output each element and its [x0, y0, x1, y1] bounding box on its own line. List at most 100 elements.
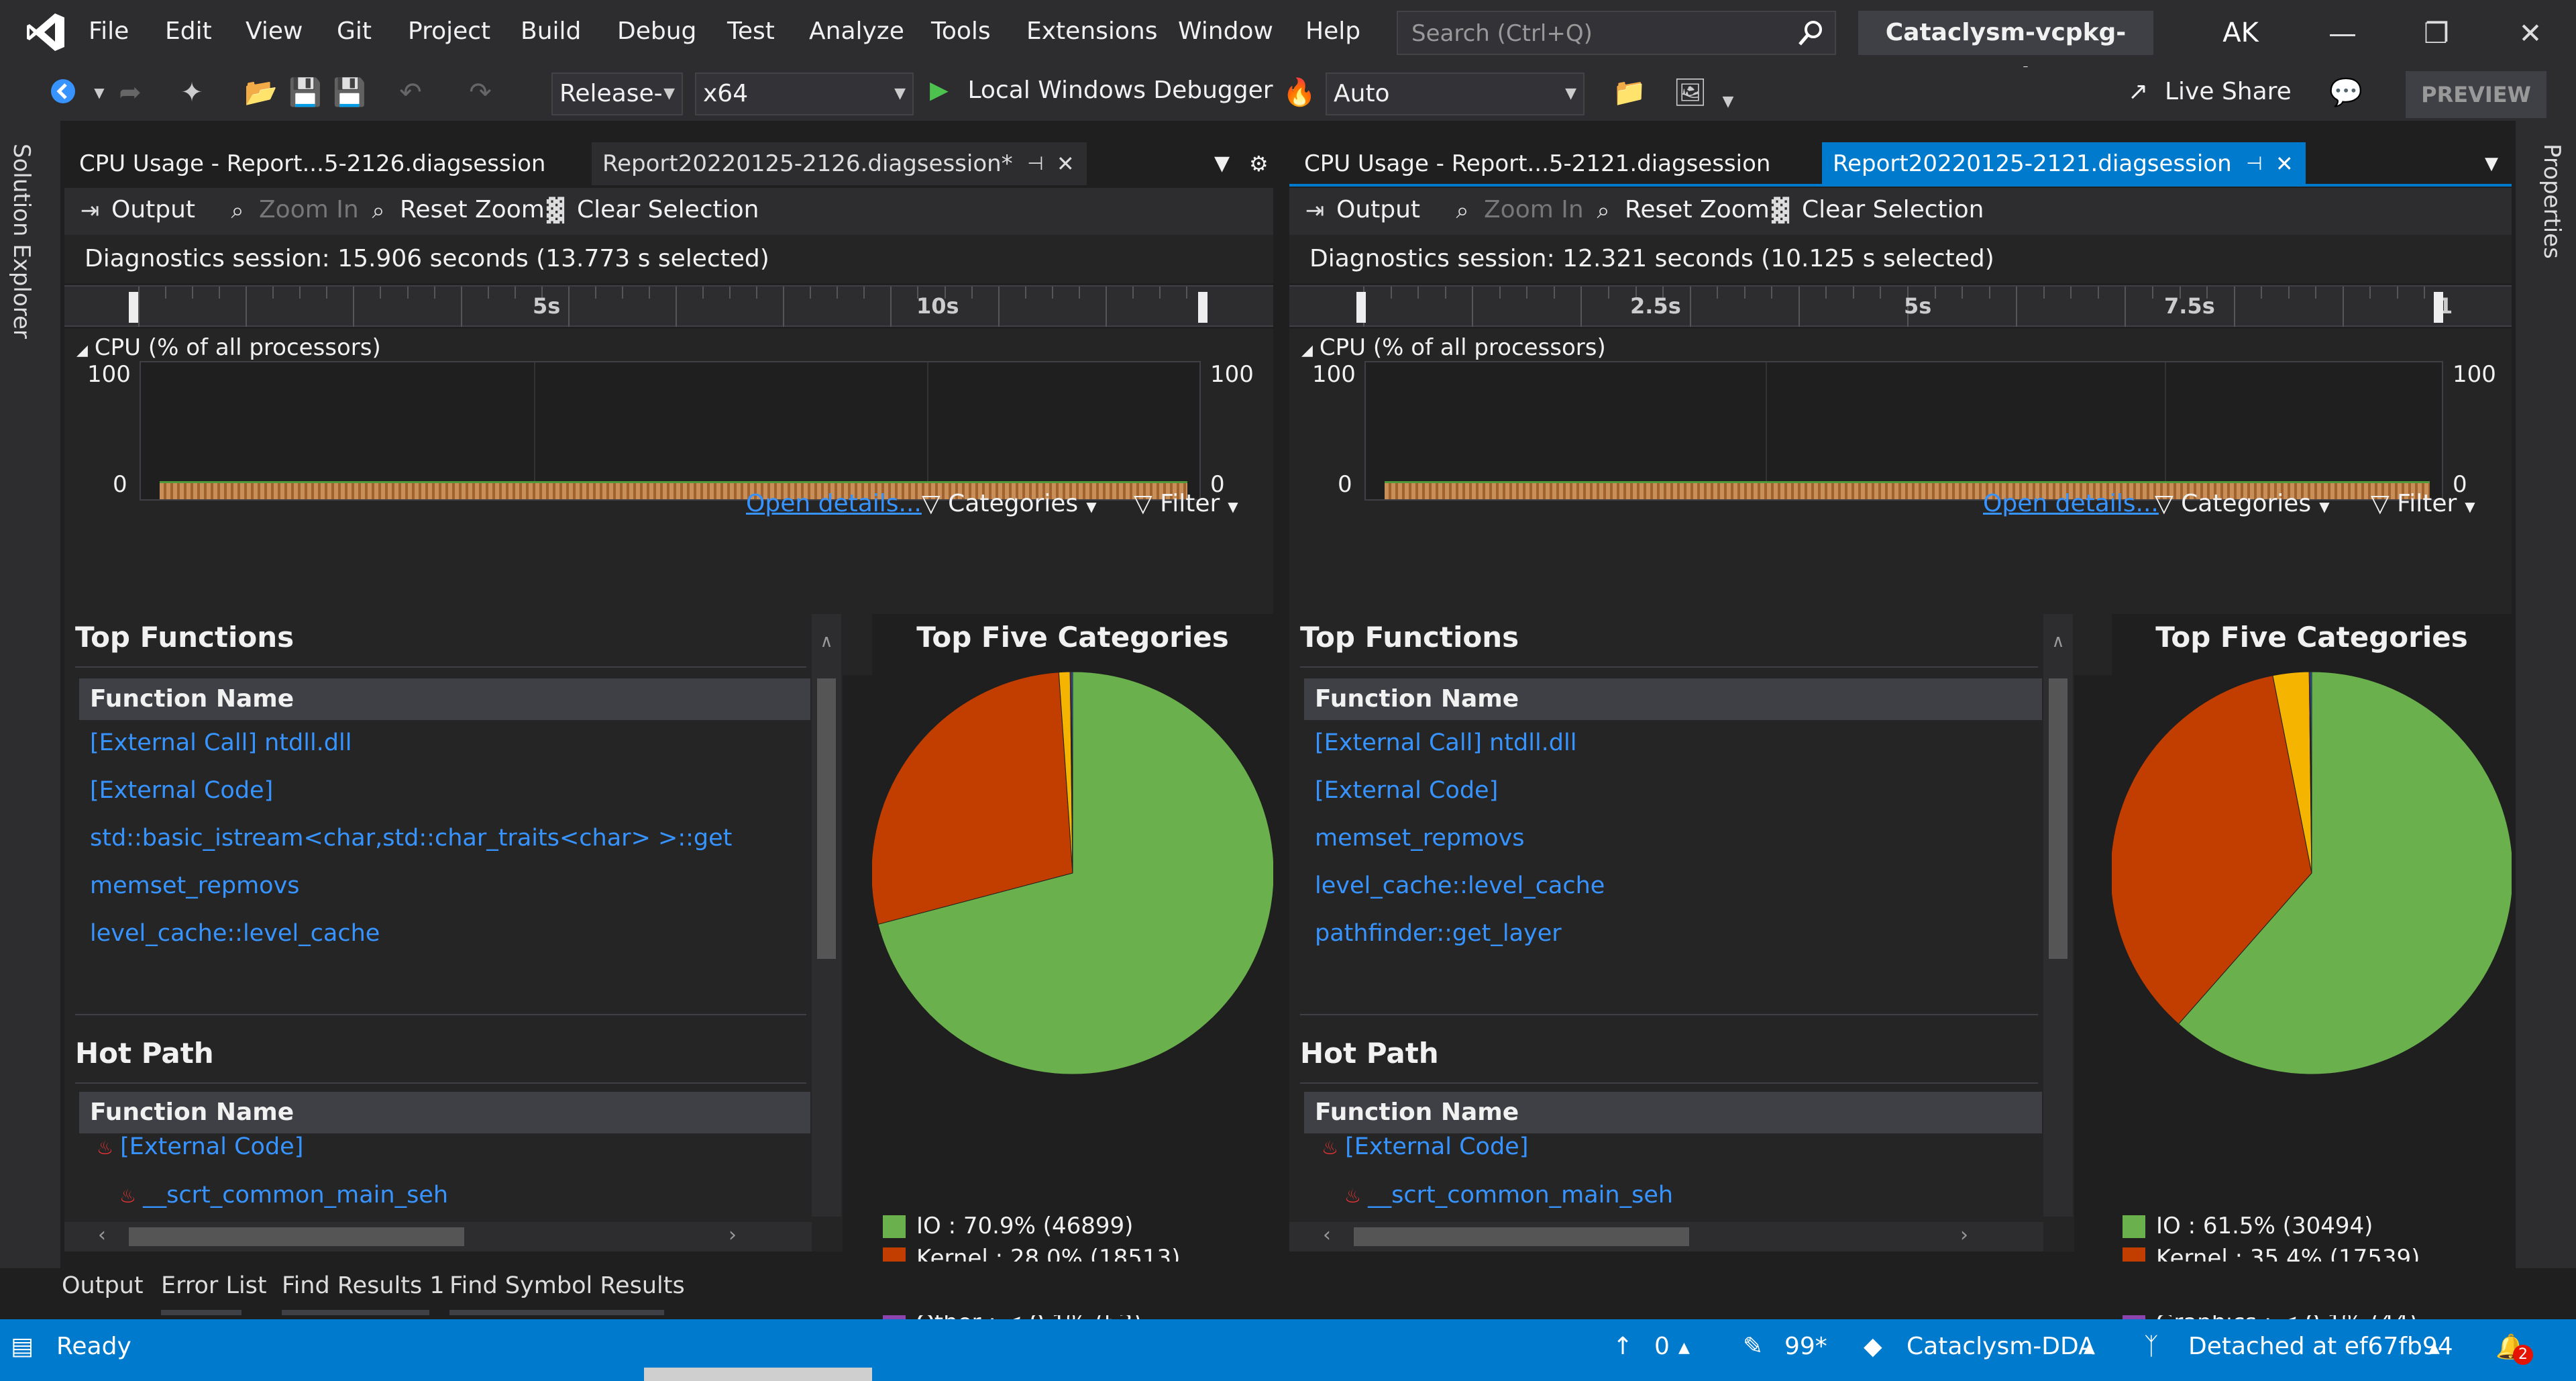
top-function-link[interactable]: pathfinder::get_layer — [1315, 920, 1562, 947]
live-share-button[interactable]: ↗ Live Share — [2128, 78, 2292, 105]
scroll-left-icon[interactable]: ‹ — [98, 1223, 106, 1247]
pie-slice-1[interactable] — [872, 672, 1073, 925]
scroll-thumb[interactable] — [817, 678, 836, 959]
categories-pie-chart[interactable] — [2112, 665, 2512, 1081]
vs-logo-icon[interactable] — [24, 11, 67, 54]
horizontal-scrollbar[interactable]: ‹ › — [1289, 1222, 2043, 1251]
gear-icon[interactable]: ⚙ — [1249, 151, 1269, 176]
pin-icon[interactable]: ⊣ — [2246, 152, 2263, 174]
selection-handle[interactable] — [1198, 292, 1208, 323]
open-folder-icon[interactable]: 📂 — [244, 77, 278, 108]
menu-test[interactable]: Test — [727, 17, 775, 45]
pencil-icon[interactable]: ✎ — [1743, 1333, 1764, 1360]
start-debugging-button[interactable]: ▶ Local Windows Debugger ▼ — [930, 76, 1303, 111]
restore-icon[interactable]: ❐ — [2424, 17, 2449, 50]
new-project-icon[interactable]: ✦ — [180, 77, 203, 108]
top-function-link[interactable]: level_cache::level_cache — [90, 920, 380, 947]
pie-slice-4[interactable] — [1071, 671, 1073, 874]
pie-slice-4[interactable] — [2310, 671, 2312, 874]
pin-icon[interactable]: ⊣ — [1027, 152, 1044, 174]
pending-changes[interactable]: 99* — [1784, 1333, 1827, 1360]
repo-icon[interactable]: ◆ — [1864, 1333, 1882, 1360]
tab-overflow-icon[interactable]: ▼ — [2485, 154, 2498, 174]
tab-overflow-icon[interactable]: ▼ — [1214, 152, 1230, 175]
tab-diagsession[interactable]: Report20220125-2121.diagsession ⊣ ✕ — [1822, 142, 2306, 185]
menu-project[interactable]: Project — [408, 17, 491, 45]
cpu-section-header[interactable]: ◢ CPU (% of all processors) — [1301, 334, 1606, 361]
reset-zoom-button[interactable]: ⌕ Reset Zoom — [1589, 196, 1769, 225]
chevron-down-icon[interactable]: ▼ — [1292, 85, 1303, 101]
tab-error-list[interactable]: Error List — [161, 1272, 267, 1299]
hot-path-column-header[interactable]: Function Name — [1304, 1092, 2042, 1133]
hot-path-row[interactable]: ♨ __scrt_common_main_seh — [119, 1182, 448, 1209]
scroll-thumb[interactable] — [1354, 1227, 1689, 1246]
search-box[interactable]: Search (Ctrl+Q) — [1397, 11, 1836, 55]
branch-name[interactable]: Detached at ef67fb94 — [2188, 1333, 2453, 1360]
selection-handle[interactable] — [1356, 292, 1366, 323]
top-function-link[interactable]: [External Call] ntdll.dll — [90, 729, 352, 756]
pie-slice-0[interactable] — [2178, 671, 2512, 1075]
reset-zoom-button[interactable]: ⌕ Reset Zoom — [364, 196, 544, 225]
menu-analyze[interactable]: Analyze — [809, 17, 904, 45]
scroll-right-icon[interactable]: › — [729, 1223, 737, 1247]
selection-handle[interactable] — [2434, 292, 2443, 323]
back-icon[interactable] — [47, 76, 79, 109]
filter-button[interactable]: ▽ Filter ▼ — [2371, 490, 2475, 517]
feedback-icon[interactable]: 💬 — [2329, 77, 2363, 108]
menu-build[interactable]: Build — [521, 17, 582, 45]
diagnostic-icon[interactable]: 🖼 — [1673, 77, 1707, 108]
horizontal-scrollbar[interactable]: ‹ › — [64, 1222, 812, 1251]
scroll-up-icon[interactable]: ∧ — [820, 631, 833, 652]
tab-find-symbol-results[interactable]: Find Symbol Results — [449, 1272, 685, 1299]
scroll-thumb[interactable] — [2049, 678, 2068, 959]
close-icon[interactable]: ✕ — [1056, 151, 1075, 176]
chevron-up-icon[interactable]: ▲ — [2084, 1339, 2095, 1356]
menu-window[interactable]: Window — [1178, 17, 1273, 45]
cpu-graph[interactable] — [140, 361, 1201, 501]
hot-path-column-header[interactable]: Function Name — [79, 1092, 810, 1133]
scroll-up-icon[interactable]: ∧ — [2051, 631, 2065, 652]
filter-button[interactable]: ▽ Filter ▼ — [1134, 490, 1238, 517]
hot-path-row[interactable]: ♨ [External Code] — [97, 1133, 303, 1160]
menu-git[interactable]: Git — [337, 17, 372, 45]
menu-edit[interactable]: Edit — [165, 17, 212, 45]
pie-slice-0[interactable] — [877, 671, 1273, 1075]
tab-output[interactable]: Output — [62, 1272, 144, 1299]
solution-explorer-tab[interactable]: Solution Explorer — [8, 144, 35, 339]
unpushed-count[interactable]: 0 — [1654, 1333, 1670, 1360]
vertical-scrollbar[interactable]: ∧∨ — [812, 614, 841, 1297]
tab-cpu-usage[interactable]: CPU Usage - Report...5-2121.diagsession — [1304, 150, 1771, 177]
scroll-right-icon[interactable]: › — [1960, 1223, 1968, 1247]
top-function-link[interactable]: [External Code] — [1315, 777, 1499, 804]
legend-item[interactable]: IO : 61.5% (30494) — [2123, 1210, 2450, 1242]
open-details-link[interactable]: Open details... — [746, 490, 922, 517]
function-name-column-header[interactable]: Function Name — [79, 678, 810, 720]
function-name-column-header[interactable]: Function Name — [1304, 678, 2042, 720]
tab-cpu-usage[interactable]: CPU Usage - Report...5-2126.diagsession — [79, 150, 546, 177]
chevron-up-icon[interactable]: ▲ — [1678, 1339, 1690, 1356]
output-button[interactable]: ⇥ Output — [1300, 196, 1420, 225]
pie-slice-1[interactable] — [2112, 675, 2312, 1025]
menu-tools[interactable]: Tools — [931, 17, 991, 45]
target-dropdown[interactable]: Auto ▼ — [1326, 72, 1585, 115]
scroll-left-icon[interactable]: ‹ — [1323, 1223, 1331, 1247]
categories-button[interactable]: ▽ Categories ▼ — [922, 490, 1097, 517]
top-function-link[interactable]: level_cache::level_cache — [1315, 872, 1605, 899]
clear-selection-button[interactable]: ▓ Clear Selection — [1766, 196, 1984, 225]
hot-path-row[interactable]: ♨ __scrt_common_main_seh — [1344, 1182, 1673, 1209]
close-icon[interactable]: ✕ — [2275, 151, 2294, 176]
vertical-scrollbar[interactable]: ∧∨ — [2043, 614, 2073, 1297]
configuration-dropdown[interactable]: Release- ▼ — [551, 72, 683, 115]
save-all-icon[interactable]: 💾 — [333, 77, 366, 108]
cpu-graph[interactable] — [1364, 361, 2443, 501]
avatar[interactable]: AK — [2222, 17, 2259, 48]
properties-tab[interactable]: Properties — [2538, 144, 2565, 259]
overflow-icon[interactable]: ▼ — [1722, 93, 1734, 110]
repo-name[interactable]: Cataclysm-DDA — [1907, 1333, 2095, 1360]
chevron-up-icon[interactable]: ▲ — [2428, 1339, 2440, 1356]
top-function-link[interactable]: [External Call] ntdll.dll — [1315, 729, 1577, 756]
push-arrow-icon[interactable]: ↑ — [1613, 1333, 1633, 1360]
legend-item[interactable]: IO : 70.9% (46899) — [883, 1210, 1195, 1242]
top-function-link[interactable]: memset_repmovs — [1315, 825, 1525, 852]
timeline-ruler[interactable]: 5s 10s — [64, 285, 1273, 327]
